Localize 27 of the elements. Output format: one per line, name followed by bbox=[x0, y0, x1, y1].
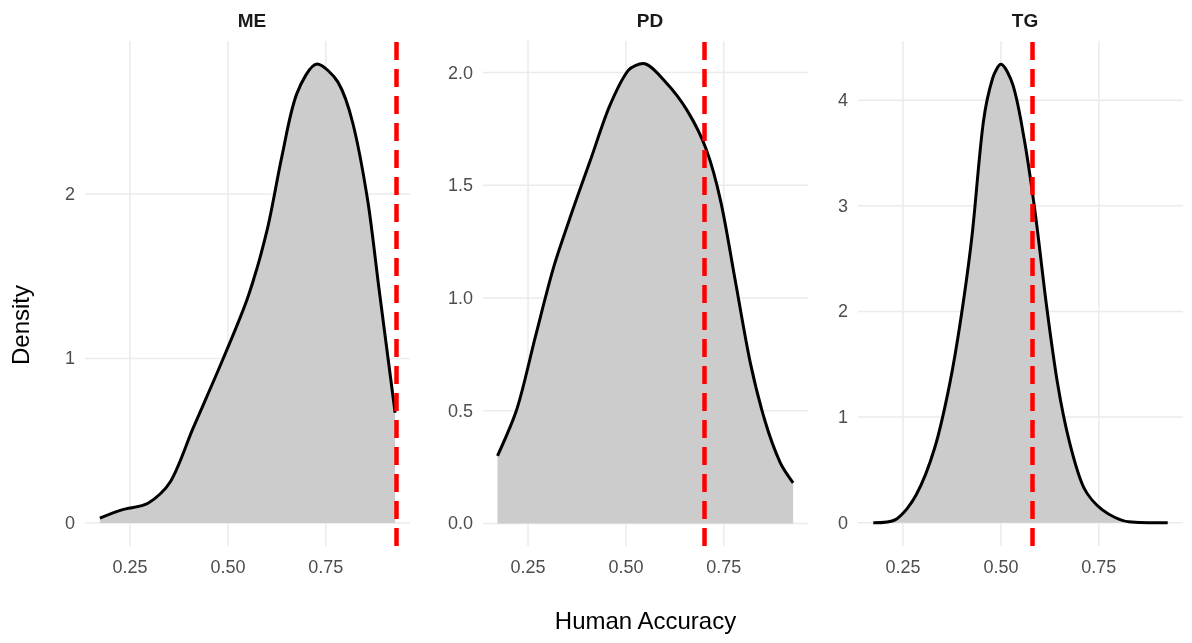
x-tick-label: 0.75 bbox=[308, 557, 344, 577]
y-tick-label: 1.0 bbox=[447, 288, 473, 309]
x-tick-label: 0.25 bbox=[885, 557, 921, 577]
y-axis-title: Density bbox=[6, 285, 34, 366]
y-tick-label: 2.0 bbox=[447, 62, 473, 83]
x-tick-label: 0.50 bbox=[983, 557, 1019, 577]
x-tick-label: 0.75 bbox=[1081, 557, 1117, 577]
x-axis-title: Human Accuracy bbox=[554, 606, 737, 634]
y-tick-label: 2 bbox=[64, 183, 75, 204]
y-tick-label: 0 bbox=[64, 512, 75, 533]
y-tick-label: 2 bbox=[837, 301, 848, 322]
chart-title: ME bbox=[237, 10, 267, 31]
y-tick-label: 1 bbox=[837, 407, 848, 428]
chart-title: PD bbox=[636, 10, 664, 31]
y-tick-label: 0.0 bbox=[447, 513, 473, 534]
x-tick-label: 0.25 bbox=[510, 557, 546, 577]
x-tick-label: 0.50 bbox=[210, 557, 246, 577]
y-tick-label: 3 bbox=[837, 195, 848, 216]
y-tick-label: 1.5 bbox=[447, 175, 473, 196]
y-tick-label: 0 bbox=[837, 512, 848, 533]
y-tick-label: 4 bbox=[837, 90, 848, 111]
y-tick-label: 1 bbox=[64, 348, 75, 369]
y-tick-label: 0.5 bbox=[447, 400, 473, 421]
x-tick-label: 0.75 bbox=[706, 557, 742, 577]
x-tick-label: 0.25 bbox=[112, 557, 148, 577]
chart-title: TG bbox=[1011, 10, 1039, 31]
x-tick-label: 0.50 bbox=[608, 557, 644, 577]
